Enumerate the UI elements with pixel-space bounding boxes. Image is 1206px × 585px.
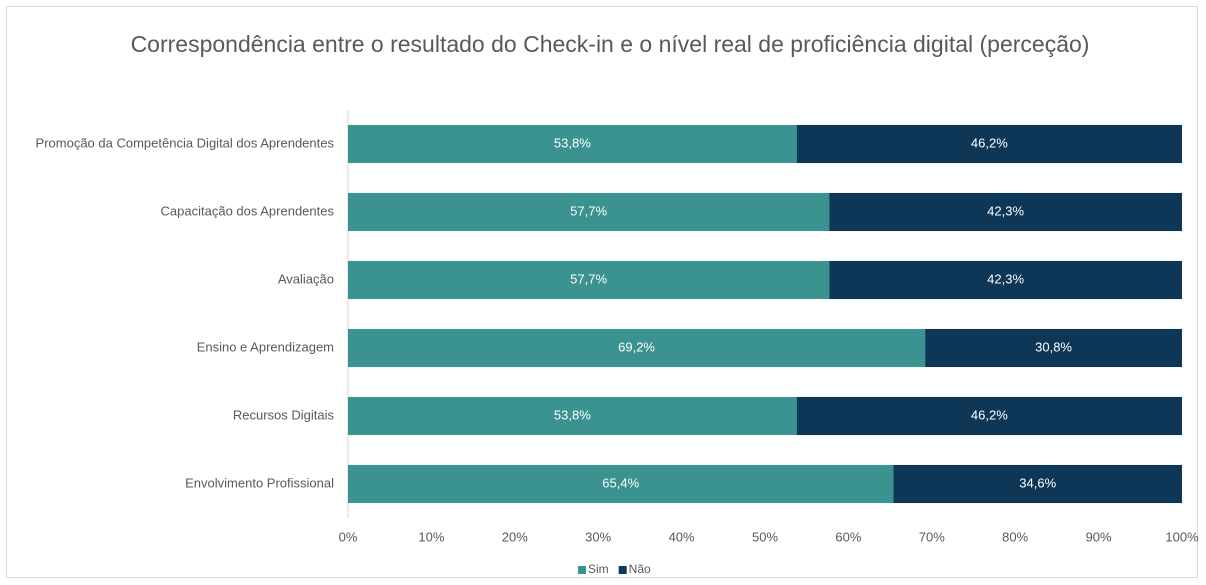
bar-segment bbox=[829, 260, 1182, 300]
x-tick-label: 0% bbox=[339, 529, 358, 544]
value-label: 30,8% bbox=[1035, 339, 1072, 354]
bar-segment bbox=[348, 192, 830, 232]
value-label: 46,2% bbox=[971, 407, 1008, 422]
bar-segment bbox=[348, 260, 830, 300]
x-tick-label: 20% bbox=[502, 529, 528, 544]
legend-label: Não bbox=[629, 562, 651, 576]
chart-title: Correspondência entre o resultado do Che… bbox=[130, 31, 1090, 57]
y-tick-label: Recursos Digitais bbox=[233, 407, 335, 422]
bar-segment bbox=[925, 328, 1182, 368]
bar-segment bbox=[348, 396, 797, 436]
legend-swatch bbox=[578, 566, 586, 574]
y-tick-label: Avaliação bbox=[278, 271, 334, 286]
value-label: 69,2% bbox=[618, 339, 655, 354]
value-label: 57,7% bbox=[570, 271, 607, 286]
legend-label: Sim bbox=[588, 562, 609, 576]
value-label: 65,4% bbox=[602, 475, 639, 490]
bar-segment bbox=[796, 396, 1182, 436]
value-label: 53,8% bbox=[554, 135, 591, 150]
y-tick-label: Ensino e Aprendizagem bbox=[197, 339, 334, 354]
bar-segment bbox=[893, 464, 1182, 504]
value-label: 46,2% bbox=[971, 135, 1008, 150]
bar-segment bbox=[348, 328, 926, 368]
bar-segment bbox=[796, 124, 1182, 164]
x-tick-label: 60% bbox=[835, 529, 861, 544]
y-tick-label: Promoção da Competência Digital dos Apre… bbox=[36, 135, 335, 150]
value-label: 57,7% bbox=[570, 203, 607, 218]
value-label: 34,6% bbox=[1019, 475, 1056, 490]
y-tick-label: Envolvimento Profissional bbox=[185, 475, 334, 490]
x-tick-label: 70% bbox=[919, 529, 945, 544]
x-tick-label: 30% bbox=[585, 529, 611, 544]
bar-segment bbox=[348, 124, 797, 164]
value-label: 53,8% bbox=[554, 407, 591, 422]
x-tick-label: 80% bbox=[1002, 529, 1028, 544]
y-tick-label: Capacitação dos Aprendentes bbox=[161, 203, 335, 218]
x-tick-label: 50% bbox=[752, 529, 778, 544]
bar-segment bbox=[829, 192, 1182, 232]
bar-segment bbox=[348, 464, 894, 504]
legend-swatch bbox=[618, 566, 627, 574]
x-tick-label: 90% bbox=[1086, 529, 1112, 544]
chart-frame bbox=[6, 6, 1198, 578]
x-tick-label: 40% bbox=[669, 529, 695, 544]
x-tick-label: 10% bbox=[418, 529, 444, 544]
value-label: 42,3% bbox=[987, 203, 1024, 218]
x-tick-label: 100% bbox=[1165, 529, 1199, 544]
value-label: 42,3% bbox=[987, 271, 1024, 286]
